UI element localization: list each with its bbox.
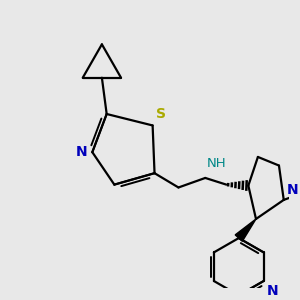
Text: S: S xyxy=(156,107,167,121)
Polygon shape xyxy=(235,219,256,241)
Text: N: N xyxy=(286,183,298,197)
Text: N: N xyxy=(266,284,278,298)
Text: N: N xyxy=(76,145,88,159)
Text: NH: NH xyxy=(207,157,227,170)
